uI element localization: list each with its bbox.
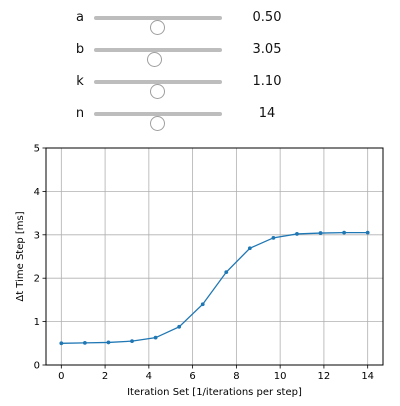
x-axis-label: Iteration Set [1/iterations per step] [127,387,302,398]
y-axis-label: Δt Time Step [ms] [15,211,26,301]
data-point [365,230,370,235]
y-tick-label: 5 [34,144,40,155]
data-point [130,339,134,344]
slider-k-value: 1.10 [252,74,282,89]
data-point [106,340,111,345]
data-point [247,246,252,251]
data-point [153,335,158,340]
data-point [177,324,182,329]
x-tick-label: 2 [102,371,108,382]
series-line [61,231,368,344]
slider-n-label: n [75,106,85,121]
data-point [200,302,205,307]
data-point [82,340,87,345]
x-tick-label: 14 [361,371,374,382]
slider-n-row: n 14 [0,102,400,131]
slider-n-value: 14 [258,106,276,121]
y-tick-label: 0 [34,361,40,372]
slider-b-row: b 3.05 [0,38,400,67]
y-tick-label: 3 [34,230,40,241]
data-point [295,232,299,236]
slider-k-row: k 1.10 [0,70,400,99]
slider-n-thumb[interactable] [150,116,165,131]
slider-b-label: b [75,42,85,57]
slider-a-track[interactable] [94,16,222,35]
x-tick-label: 4 [146,371,152,382]
y-tick-label: 1 [34,317,40,328]
slider-b-track[interactable] [94,48,222,67]
slider-k-track[interactable] [94,80,222,99]
x-tick-label: 12 [318,371,331,382]
axes-frame [45,147,384,366]
data-point [271,235,276,240]
x-tick-label: 0 [58,371,64,382]
slider-a-row: a 0.50 [0,6,400,35]
x-tick-label: 6 [189,371,195,382]
slider-a-thumb[interactable] [150,20,165,35]
slider-k-thumb[interactable] [150,84,165,99]
slider-a-label: a [76,10,84,25]
slider-b-value: 3.05 [252,42,282,57]
data-point [59,341,64,346]
y-tick-label: 2 [34,274,40,285]
data-point [342,230,347,235]
x-tick-label: 8 [233,371,239,382]
x-tick-label: 10 [274,371,287,382]
series-layer [59,230,370,346]
y-tick-label: 4 [34,187,40,198]
slider-k-label: k [76,74,84,89]
grid-lines [46,147,383,366]
slider-b-thumb[interactable] [147,52,163,67]
slider-n-track[interactable] [94,112,222,131]
slider-a-value: 0.50 [252,10,282,25]
data-point [318,231,323,235]
data-point [224,270,229,275]
slider-panel: a 0.50 b 3.05 k 1.10 n 14 [0,0,400,135]
